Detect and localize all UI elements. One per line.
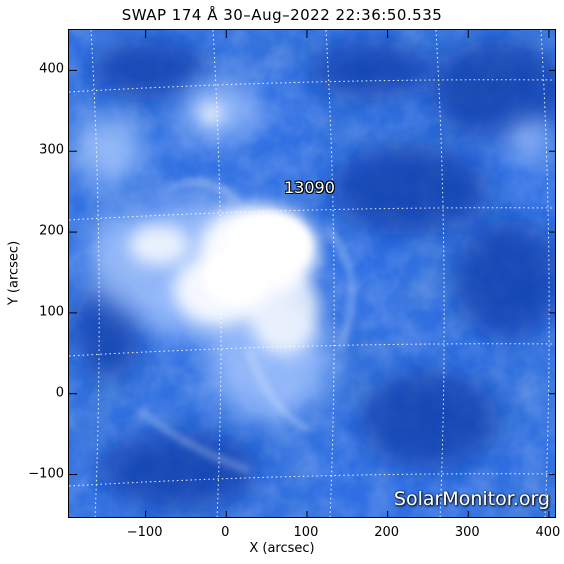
- x-tick-label: 400: [535, 525, 561, 540]
- y-tick-label: 200: [39, 223, 64, 239]
- y-axis-label: Y (arcsec): [6, 240, 22, 306]
- active-region-highlights: [204, 213, 311, 305]
- latitude-line: [69, 473, 555, 487]
- x-tick-label: −100: [126, 525, 163, 540]
- latitude-line: [69, 79, 555, 93]
- x-tick-label: 200: [374, 525, 400, 540]
- active-region-label: 13090: [284, 178, 335, 197]
- latitude-line: [69, 207, 555, 221]
- x-tick-label: 300: [454, 525, 480, 540]
- x-axis-label: X (arcsec): [249, 541, 315, 556]
- heliographic-grid: [69, 30, 555, 517]
- y-tick-label: 0: [55, 385, 64, 401]
- solar-image-panel: [68, 29, 556, 518]
- plot-title: SWAP 174 Å 30–Aug–2022 22:36:50.535: [121, 6, 443, 24]
- y-tick-label: −100: [28, 466, 64, 482]
- watermark: SolarMonitor.org: [393, 488, 550, 510]
- solar-image: [69, 30, 555, 517]
- coronal-loops: [138, 180, 354, 472]
- y-tick-label: 100: [39, 304, 64, 320]
- y-tick-label: 400: [39, 61, 64, 77]
- x-tick-label: 0: [221, 525, 230, 540]
- x-tick-label: 100: [293, 525, 319, 540]
- latitude-line: [69, 343, 555, 357]
- y-tick-label: 300: [39, 142, 64, 158]
